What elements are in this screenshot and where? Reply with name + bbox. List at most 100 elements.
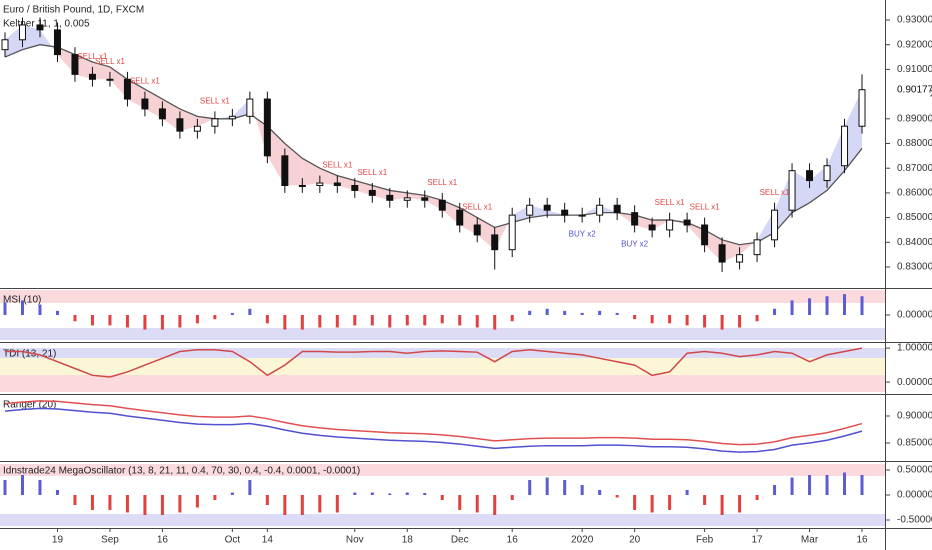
keltner-fill [22,24,40,50]
histogram-bar [808,298,812,315]
histogram-bar [300,495,304,515]
y-tick-label: 0.88000 [897,138,932,149]
signal-label: SELL x1 [95,57,125,66]
candle-body [736,254,744,263]
indicator-title: MSI (10) [3,295,41,306]
candle-body [648,224,656,231]
candle-body [158,108,166,120]
indicator-line [4,407,863,453]
histogram-bar [720,315,724,330]
histogram-bar [318,315,322,328]
histogram-bar [755,315,759,322]
histogram-bar [510,315,514,322]
y-tick-label: 0.89000 [897,113,932,124]
histogram-bar [475,495,479,513]
candle-body [421,197,429,201]
candle-body [368,189,376,196]
candle-body [1,39,9,51]
candle-body [701,224,709,246]
candle-body [613,204,621,214]
histogram-bar [3,302,7,315]
y-tick-label: 0.85000 [897,212,932,223]
histogram-bar [685,315,689,326]
histogram-bar [195,495,199,508]
y-tick-label: -0.50000 [897,515,932,526]
candle-body [88,73,96,80]
histogram-bar [860,296,864,315]
x-tick-label: 2020 [571,535,594,546]
histogram-bar [213,495,217,500]
candle-body [858,89,866,127]
mid-band [0,358,885,375]
y-tick-label: 0.90000 [897,411,932,422]
histogram-bar [283,495,287,515]
keltner-fill [57,47,75,75]
histogram-bar [38,480,42,495]
keltner-fill [407,192,425,201]
keltner-fill [284,143,303,186]
histogram-bar [178,495,182,513]
overbought-band [0,464,885,476]
keltner-fill [144,89,163,119]
histogram-bar [755,495,759,500]
histogram-bar [790,300,794,315]
y-tick-label: 0.93000 [897,15,932,26]
keltner-fill [354,180,373,196]
histogram-bar [20,300,24,315]
keltner-fill [179,108,198,132]
histogram-bar [738,315,742,328]
histogram-bar [563,480,567,495]
candle-body [771,209,779,241]
histogram-bar [213,315,217,320]
keltner-fill [109,66,128,100]
candle-body [123,78,131,100]
histogram-bar [843,472,847,495]
histogram-bar [510,495,514,500]
overbought-band [0,290,885,303]
keltner-fill [249,99,268,156]
histogram-bar [598,490,602,495]
candle-body [403,197,411,201]
histogram-bar [108,315,112,326]
signal-label: SELL x1 [200,97,230,106]
histogram-bar [808,475,812,495]
keltner-fill [529,205,548,218]
candle-body [596,204,604,216]
histogram-bar [230,312,234,315]
histogram-bar [545,308,549,315]
signal-label: SELL x1 [690,203,720,212]
histogram-bar [178,315,182,328]
candle-body [806,170,814,182]
lower-band [0,375,885,392]
candle-body [508,214,516,251]
histogram-bar [668,315,672,324]
histogram-bar [773,485,777,495]
histogram-bar [738,495,742,513]
keltner-fill [494,215,513,250]
candle-body [316,182,324,186]
x-tick-label: Oct [225,535,241,546]
histogram-bar [528,310,532,315]
signal-label: BUY x2 [621,240,649,249]
y-tick-label: 0.00000 [897,310,932,321]
histogram-bar [265,315,269,324]
x-tick-label: 18 [402,535,414,546]
x-tick-label: Dec [451,535,469,546]
histogram-bar [230,492,234,495]
candle-body [788,170,796,211]
y-tick-label: 0.00000 [897,377,932,388]
histogram-bar [73,495,77,505]
histogram-bar [283,315,287,330]
candle-body [246,98,254,117]
histogram-bar [790,477,794,495]
candle-body [491,234,499,251]
histogram-bar [703,495,707,505]
candle-body [526,204,534,216]
candle-body [211,118,219,127]
candle-body [333,182,341,186]
y-tick-label: 0.91000 [897,64,932,75]
y-tick-label: 0.87000 [897,163,932,174]
x-tick-label: Mar [801,535,819,546]
